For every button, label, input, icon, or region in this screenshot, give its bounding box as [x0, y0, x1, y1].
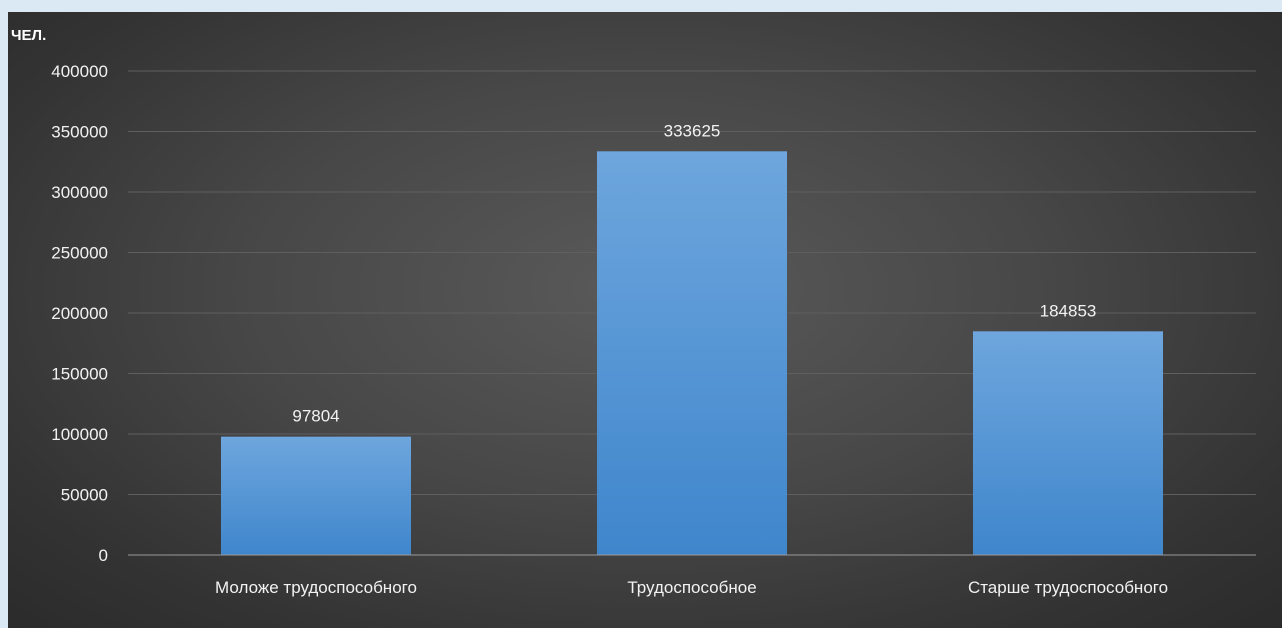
bar	[973, 331, 1163, 555]
y-tick-label: 250000	[51, 244, 108, 263]
bars	[221, 151, 1163, 555]
data-label: 97804	[292, 407, 339, 426]
chart-panel: ЧЕЛ. 0 50000 100000 150000 200000 250000 30000…	[8, 12, 1282, 628]
bar	[597, 151, 787, 555]
y-tick-label: 300000	[51, 183, 108, 202]
category-label: Старше трудоспособного	[968, 578, 1168, 597]
y-tick-label: 400000	[51, 62, 108, 81]
bar	[221, 436, 411, 555]
data-label: 184853	[1040, 301, 1097, 320]
y-tick-label: 200000	[51, 304, 108, 323]
y-tick-label: 50000	[61, 486, 108, 505]
top-strip	[0, 0, 1282, 12]
y-axis-ticks: 0 50000 100000 150000 200000 250000 300000 3500…	[51, 62, 108, 565]
y-tick-label: 350000	[51, 123, 108, 142]
data-labels: 97804 333625 184853	[292, 121, 1096, 425]
bar-chart: ЧЕЛ. 0 50000 100000 150000 200000 250000 30000…	[11, 27, 1256, 597]
y-axis-unit-label: ЧЕЛ.	[11, 27, 46, 44]
category-label: Трудоспособное	[627, 578, 756, 597]
y-tick-label: 100000	[51, 425, 108, 444]
category-label: Моложе трудоспособного	[215, 578, 417, 597]
x-axis-categories: Моложе трудоспособного Трудоспособное Стар…	[215, 578, 1168, 597]
y-tick-label: 150000	[51, 365, 108, 384]
data-label: 333625	[664, 121, 721, 140]
y-tick-label: 0	[99, 546, 108, 565]
